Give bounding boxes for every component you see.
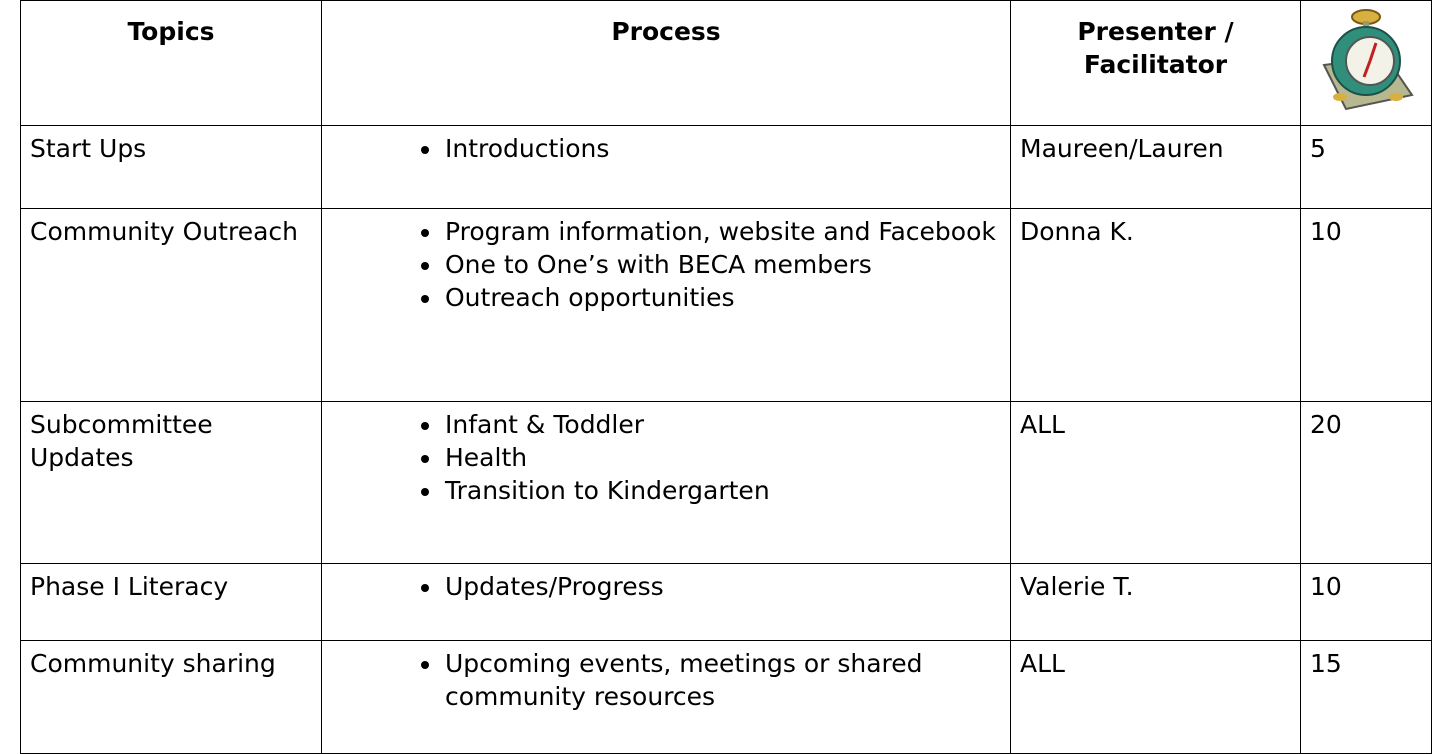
- process-item: Introductions: [443, 132, 1001, 165]
- process-cell: Upcoming events, meetings or shared comm…: [321, 640, 1011, 754]
- process-cell: Updates/Progress: [321, 563, 1011, 641]
- process-item: Program information, website and Faceboo…: [443, 215, 1001, 248]
- presenter-cell: ALL: [1010, 401, 1301, 564]
- table-row: Community sharing Upcoming events, meetin…: [20, 640, 1432, 754]
- process-item: Infant & Toddler: [443, 408, 1001, 441]
- topic-cell: Community sharing: [20, 640, 322, 754]
- clock-icon: [1322, 9, 1414, 111]
- process-item: Transition to Kindergarten: [443, 474, 1001, 507]
- header-cell: Presenter / Facilitator: [1010, 0, 1301, 126]
- process-list: Updates/Progress: [331, 570, 1001, 603]
- presenter-cell: Maureen/Lauren: [1010, 125, 1301, 209]
- table-body: Start UpsIntroductionsMaureen/Lauren5Com…: [20, 125, 1432, 754]
- process-item: Outreach opportunities: [443, 281, 1001, 314]
- process-item: Health: [443, 441, 1001, 474]
- table-row: Community Outreach Program information, w…: [20, 208, 1432, 402]
- header-cell: Topics: [20, 0, 322, 126]
- minutes-cell: 20: [1300, 401, 1432, 564]
- presenter-cell: Donna K.: [1010, 208, 1301, 402]
- process-list: Introductions: [331, 132, 1001, 165]
- minutes-cell: 10: [1300, 563, 1432, 641]
- header-row: Topics Process Presenter / Facilitator: [20, 0, 1432, 126]
- process-item: Updates/Progress: [443, 570, 1001, 603]
- topic-cell: Subcommittee Updates: [20, 401, 322, 564]
- process-item: Upcoming events, meetings or shared comm…: [443, 647, 1001, 713]
- presenter-cell: Valerie T.: [1010, 563, 1301, 641]
- topic-cell: Start Ups: [20, 125, 322, 209]
- header-cell: Process: [321, 0, 1011, 126]
- process-list: Infant & ToddlerHealthTransition to Kind…: [331, 408, 1001, 507]
- minutes-cell: 5: [1300, 125, 1432, 209]
- topic-cell: Phase I Literacy: [20, 563, 322, 641]
- table-row: Subcommittee UpdatesInfant & ToddlerHeal…: [20, 401, 1432, 564]
- topic-cell: Community Outreach: [20, 208, 322, 402]
- process-cell: Infant & ToddlerHealthTransition to Kind…: [321, 401, 1011, 564]
- process-item: One to One’s with BECA members: [443, 248, 1001, 281]
- agenda-table: Topics Process Presenter / Facilitator S…: [20, 0, 1432, 754]
- process-cell: Program information, website and Faceboo…: [321, 208, 1011, 402]
- header-icon-cell: [1300, 0, 1432, 126]
- process-list: Upcoming events, meetings or shared comm…: [331, 647, 1001, 713]
- minutes-cell: 15: [1300, 640, 1432, 754]
- presenter-cell: ALL: [1010, 640, 1301, 754]
- process-cell: Introductions: [321, 125, 1011, 209]
- minutes-cell: 10: [1300, 208, 1432, 402]
- process-list: Program information, website and Faceboo…: [331, 215, 1001, 314]
- table-row: Phase I Literacy Updates/Progress Valerie …: [20, 563, 1432, 641]
